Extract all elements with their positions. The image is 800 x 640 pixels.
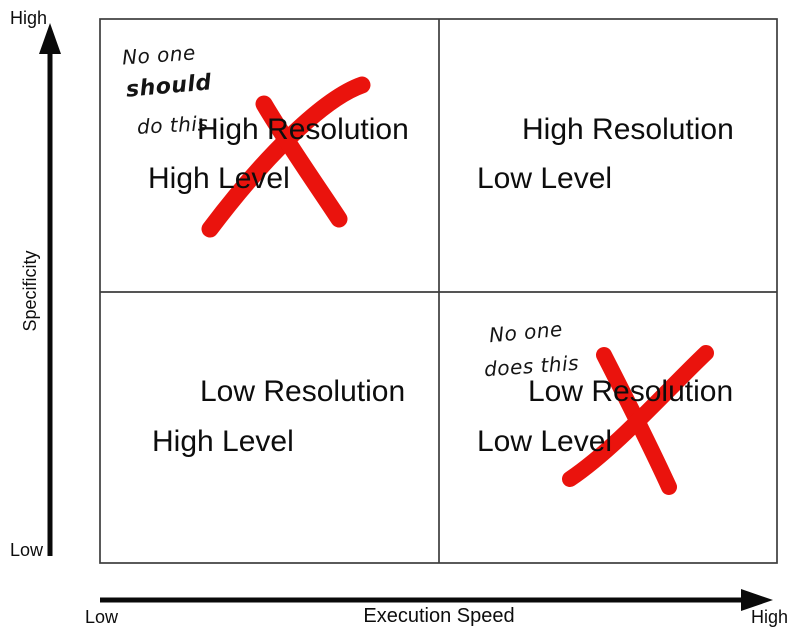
y-axis-title: Specificity [20,250,40,332]
cross-stroke [562,345,714,487]
y-axis-high-label: High [10,8,48,28]
quadrant-resolution-label: Low Resolution [200,375,406,408]
x-axis-arrowhead-icon [741,589,773,611]
y-axis-arrowhead-icon [39,23,61,54]
x-axis-title: Execution Speed [363,605,515,627]
y-axis-low-label: Low [10,540,44,560]
quadrant-level-label: Low Level [477,425,613,458]
cross-out-top-left-icon [201,76,371,238]
quadrant-level-label: High Level [148,162,290,195]
quadrant-level-label: High Level [152,425,294,458]
x-axis-high-label: High [751,607,789,627]
annotation-no-one: No one [121,40,197,70]
cross-stroke [255,95,348,228]
quadrant-resolution-label: Low Resolution [528,375,734,408]
x-axis-low-label: Low [85,607,119,627]
quadrant-resolution-label: High Resolution [522,113,734,146]
quadrant-resolution-label: High Resolution [197,113,409,146]
quadrant-level-label: Low Level [477,162,613,195]
cross-out-bottom-right-icon [562,345,714,495]
